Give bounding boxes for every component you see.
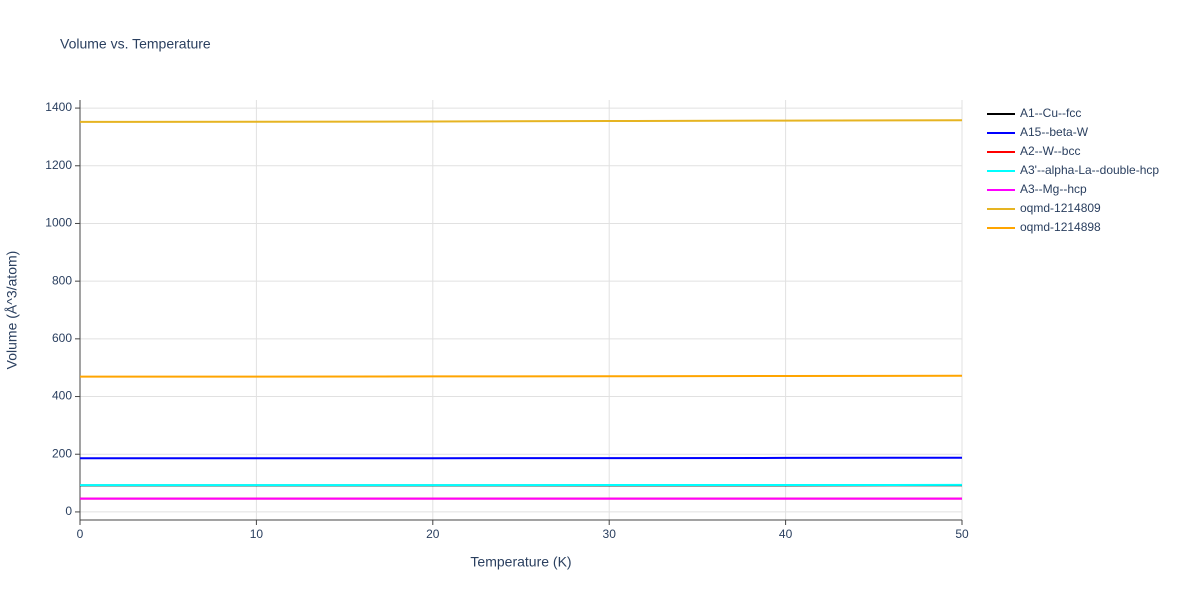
y-tick-label: 0 (65, 504, 72, 518)
legend-label: A3'--alpha-La--double-hcp (1020, 163, 1159, 177)
y-tick-label: 1000 (45, 216, 72, 230)
legend-label: A3--Mg--hcp (1020, 182, 1087, 196)
data-line (80, 456, 963, 460)
y-axis-title: Volume (Å^3/atom) (4, 251, 20, 370)
y-tick-label: 800 (52, 273, 72, 287)
x-axis-title: Temperature (K) (470, 554, 571, 570)
legend-label: A1--Cu--fcc (1020, 106, 1081, 120)
y-tick-label: 1200 (45, 158, 72, 172)
x-tick-label: 10 (250, 527, 264, 541)
y-tick-label: 400 (52, 389, 72, 403)
y-tick-label: 1400 (45, 100, 72, 114)
legend-label: oqmd-1214898 (1020, 220, 1101, 234)
legend-label: A15--beta-W (1020, 125, 1089, 139)
x-tick-label: 50 (955, 527, 969, 541)
y-tick-label: 200 (52, 446, 72, 460)
data-line (79, 374, 963, 378)
legend-label: A2--W--bcc (1020, 144, 1080, 158)
x-tick-label: 30 (603, 527, 617, 541)
x-tick-label: 0 (77, 527, 84, 541)
chart-title: Volume vs. Temperature (60, 36, 211, 52)
y-tick-label: 600 (52, 331, 72, 345)
x-tick-label: 40 (779, 527, 793, 541)
data-line (79, 119, 963, 123)
x-tick-label: 20 (426, 527, 440, 541)
legend-label: oqmd-1214809 (1020, 201, 1101, 215)
